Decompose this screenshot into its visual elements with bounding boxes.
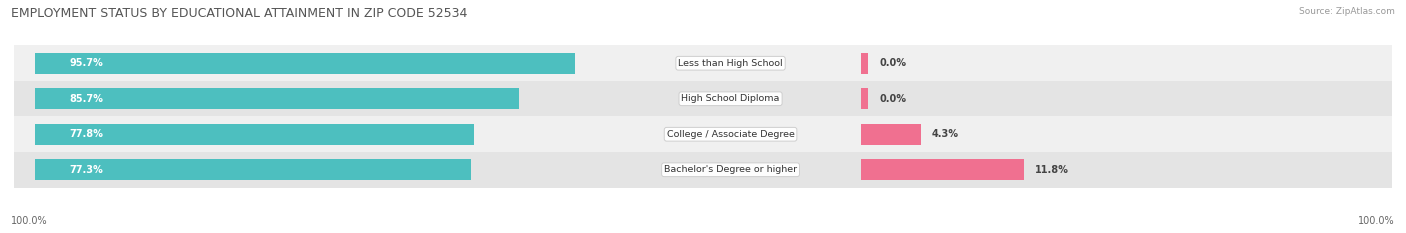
Bar — [14, 152, 1392, 188]
Bar — [35, 53, 575, 74]
Bar — [14, 45, 1392, 81]
Bar — [862, 124, 921, 144]
Bar — [14, 116, 1392, 152]
Bar — [862, 89, 869, 109]
Bar — [35, 159, 471, 180]
Text: Bachelor's Degree or higher: Bachelor's Degree or higher — [664, 165, 797, 174]
Text: Less than High School: Less than High School — [678, 59, 783, 68]
Bar — [35, 124, 474, 144]
Text: 100.0%: 100.0% — [1358, 216, 1395, 226]
Text: 11.8%: 11.8% — [1035, 165, 1069, 175]
Text: 95.7%: 95.7% — [69, 58, 103, 68]
Text: Source: ZipAtlas.com: Source: ZipAtlas.com — [1299, 7, 1395, 16]
Text: College / Associate Degree: College / Associate Degree — [666, 130, 794, 139]
Bar — [862, 159, 1024, 180]
Bar — [14, 81, 1392, 116]
Text: 100.0%: 100.0% — [11, 216, 48, 226]
Text: 4.3%: 4.3% — [932, 129, 959, 139]
Text: EMPLOYMENT STATUS BY EDUCATIONAL ATTAINMENT IN ZIP CODE 52534: EMPLOYMENT STATUS BY EDUCATIONAL ATTAINM… — [11, 7, 468, 20]
Bar — [35, 89, 519, 109]
Bar — [862, 53, 869, 74]
Text: High School Diploma: High School Diploma — [682, 94, 780, 103]
Text: 0.0%: 0.0% — [879, 58, 907, 68]
Text: 77.3%: 77.3% — [69, 165, 103, 175]
Text: 0.0%: 0.0% — [879, 94, 907, 104]
Text: 77.8%: 77.8% — [69, 129, 103, 139]
Text: 85.7%: 85.7% — [69, 94, 103, 104]
